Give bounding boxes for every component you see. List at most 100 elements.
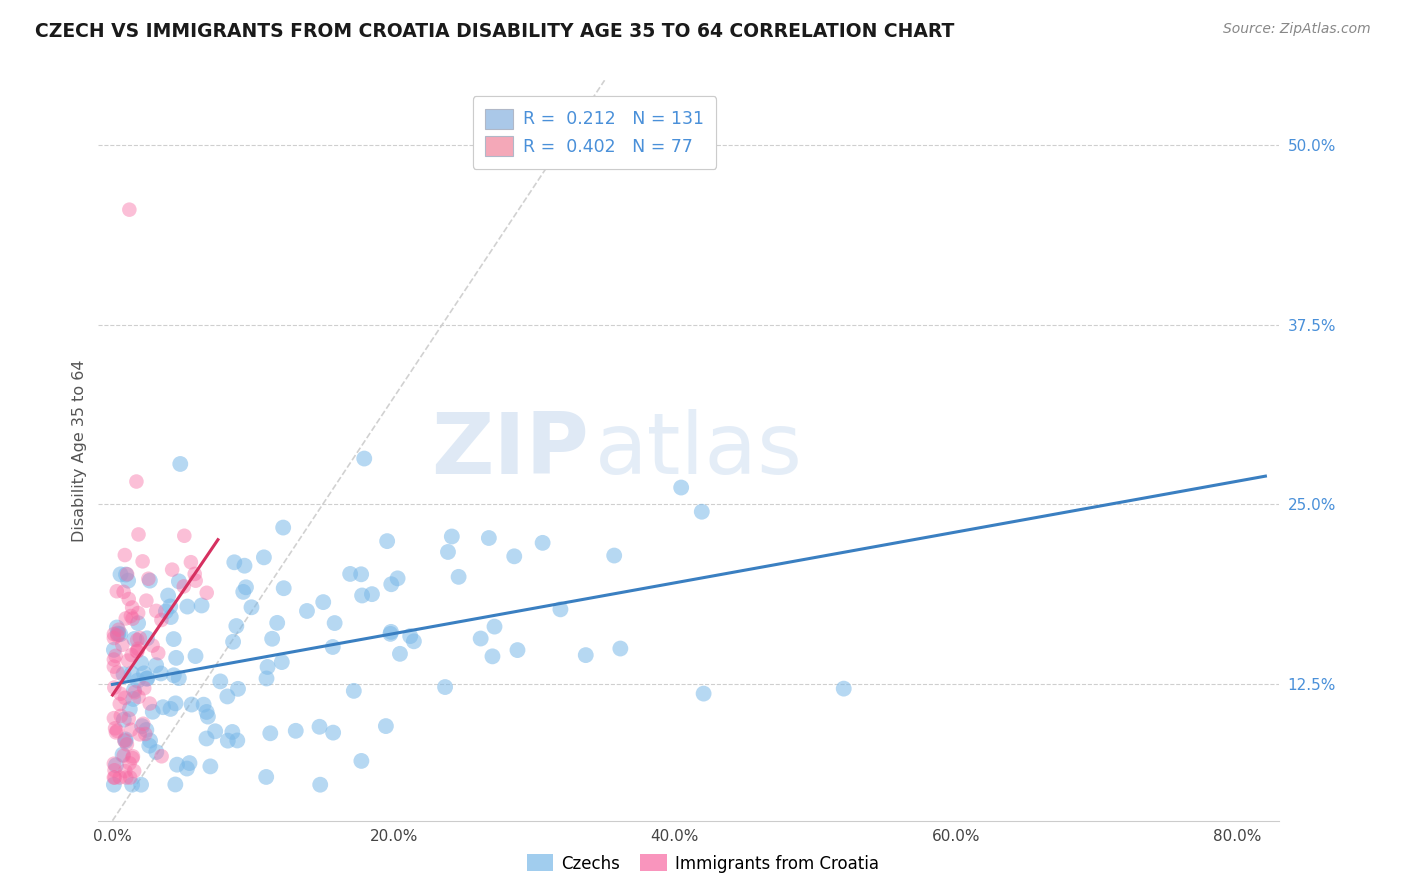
Point <box>104 758 127 772</box>
Point <box>134 681 156 695</box>
Point <box>193 698 215 712</box>
Point <box>506 643 529 657</box>
Point <box>197 709 219 723</box>
Point <box>470 632 492 646</box>
Point <box>531 536 554 550</box>
Point <box>173 529 195 543</box>
Point <box>184 574 207 588</box>
Point <box>105 723 128 738</box>
Point <box>118 756 141 771</box>
Point <box>309 778 332 792</box>
Point <box>270 655 292 669</box>
Point <box>127 606 149 620</box>
Point <box>114 611 136 625</box>
Point <box>160 563 183 577</box>
Point <box>209 674 232 689</box>
Point <box>343 684 366 698</box>
Point <box>110 567 132 582</box>
Point <box>145 658 167 673</box>
Point <box>104 771 127 785</box>
Point <box>222 634 245 648</box>
Point <box>217 690 239 704</box>
Point <box>142 705 165 719</box>
Point <box>122 749 145 764</box>
Point <box>157 589 180 603</box>
Point <box>148 646 170 660</box>
Y-axis label: Disability Age 35 to 64: Disability Age 35 to 64 <box>72 359 87 541</box>
Point <box>200 759 222 773</box>
Point <box>387 571 409 585</box>
Point <box>235 580 257 594</box>
Point <box>111 638 134 652</box>
Point <box>121 778 143 792</box>
Point <box>163 668 186 682</box>
Point <box>221 725 243 739</box>
Point <box>103 681 125 695</box>
Point <box>115 771 138 785</box>
Point <box>375 534 398 549</box>
Point <box>120 723 142 737</box>
Point <box>121 666 143 681</box>
Text: Source: ZipAtlas.com: Source: ZipAtlas.com <box>1223 22 1371 37</box>
Point <box>352 589 374 603</box>
Point <box>103 778 125 792</box>
Text: ZIP: ZIP <box>430 409 589 492</box>
Point <box>114 764 136 778</box>
Point <box>139 733 162 747</box>
Legend: R =  0.212   N = 131, R =  0.402   N = 77: R = 0.212 N = 131, R = 0.402 N = 77 <box>472 96 716 169</box>
Point <box>184 649 207 664</box>
Point <box>692 687 714 701</box>
Point <box>122 764 145 778</box>
Point <box>112 748 135 763</box>
Point <box>135 593 157 607</box>
Point <box>132 716 155 731</box>
Point <box>103 711 125 725</box>
Point <box>128 727 150 741</box>
Point <box>134 727 156 741</box>
Point <box>226 681 249 696</box>
Point <box>176 599 198 614</box>
Point <box>114 732 136 747</box>
Point <box>103 659 125 673</box>
Point <box>128 690 150 704</box>
Point <box>105 620 128 634</box>
Point <box>107 623 129 637</box>
Point <box>127 641 149 656</box>
Point <box>253 550 276 565</box>
Point <box>254 770 277 784</box>
Point <box>350 567 373 582</box>
Point <box>108 697 131 711</box>
Point <box>190 599 212 613</box>
Point <box>478 531 501 545</box>
Point <box>105 584 128 599</box>
Point <box>121 751 143 765</box>
Point <box>107 627 129 641</box>
Point <box>112 585 135 599</box>
Point <box>434 680 457 694</box>
Point <box>224 555 246 569</box>
Point <box>503 549 526 564</box>
Point <box>312 595 335 609</box>
Point <box>117 574 139 588</box>
Point <box>167 574 190 589</box>
Point <box>690 505 713 519</box>
Point <box>125 644 148 658</box>
Point <box>217 733 239 747</box>
Point <box>108 771 131 785</box>
Point <box>150 749 173 764</box>
Point <box>350 754 373 768</box>
Point <box>308 720 330 734</box>
Point <box>195 731 218 746</box>
Point <box>138 572 160 586</box>
Point <box>155 604 177 618</box>
Point <box>323 615 346 630</box>
Point <box>124 632 146 646</box>
Point <box>118 202 141 217</box>
Point <box>131 719 153 733</box>
Point <box>374 719 396 733</box>
Point <box>550 602 572 616</box>
Point <box>115 567 138 582</box>
Point <box>284 723 307 738</box>
Point <box>112 733 135 747</box>
Point <box>115 737 138 751</box>
